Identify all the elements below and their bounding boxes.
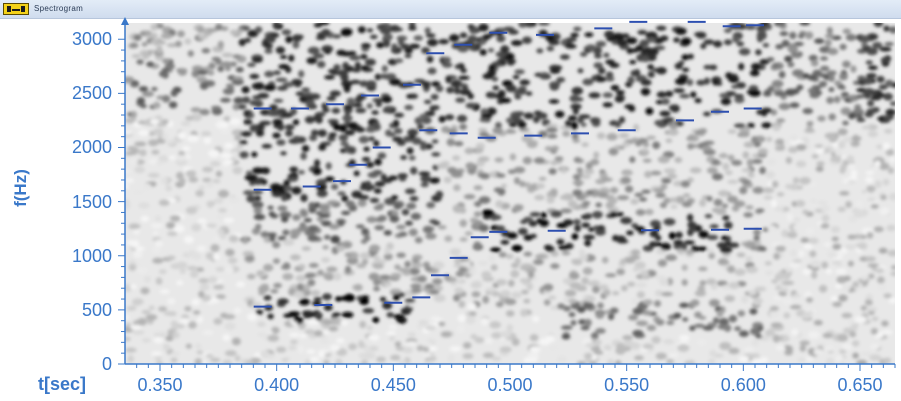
- x-tick-label: 0.350: [137, 375, 183, 395]
- window-titlebar[interactable]: Spectrogram: [0, 0, 901, 19]
- formant-track-f2: [253, 107, 762, 191]
- y-tick-label: 0: [101, 354, 112, 374]
- x-tick-label: 0.650: [837, 375, 883, 395]
- x-tick-label: 0.550: [604, 375, 650, 395]
- window-title: Spectrogram: [34, 4, 84, 13]
- x-tick-label: 0.500: [487, 375, 533, 395]
- y-axis-arrow: [121, 17, 129, 25]
- spectrogram-texture: [125, 23, 895, 364]
- y-tick-label: 2000: [71, 137, 112, 158]
- x-axis-label: t[sec]: [38, 374, 87, 394]
- y-tick-label: 500: [81, 299, 112, 320]
- x-tick-label: 0.450: [370, 375, 416, 395]
- formant-track-f1: [253, 227, 762, 308]
- y-tick-label: 3000: [71, 29, 112, 50]
- formant-track-f3: [253, 20, 764, 110]
- y-tick-label: 1000: [71, 245, 112, 266]
- y-tick-label: 1500: [71, 191, 112, 212]
- spectrogram-app-icon: [3, 3, 29, 15]
- x-tick-label: 0.400: [254, 375, 300, 395]
- y-tick-label: 2500: [71, 83, 112, 104]
- x-tick-label: 0.600: [720, 375, 766, 395]
